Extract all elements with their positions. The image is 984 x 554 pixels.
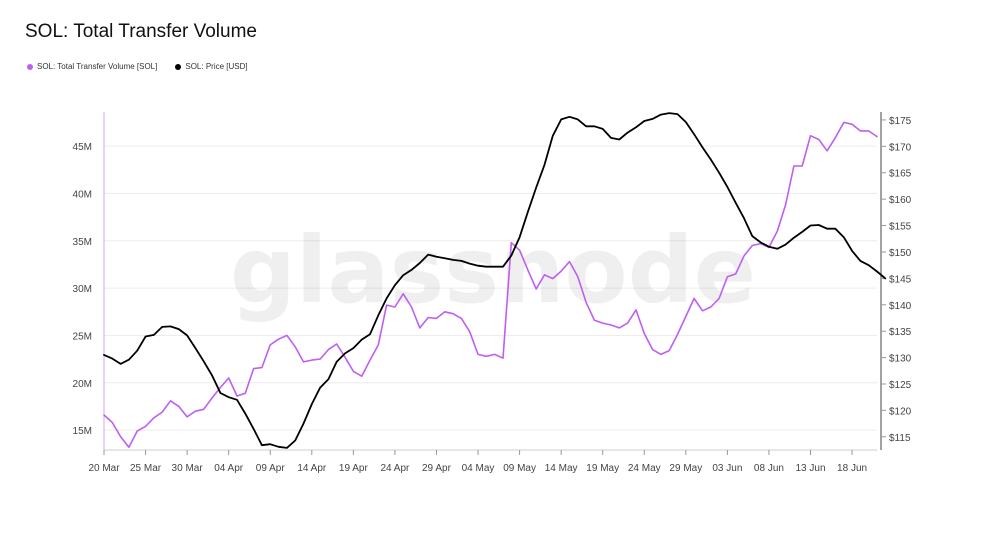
- x-tick-label: 30 Mar: [172, 463, 204, 474]
- y-right-tick-label: $145: [889, 274, 912, 285]
- x-tick-label: 19 May: [586, 463, 619, 474]
- x-tick-label: 09 Apr: [256, 463, 286, 474]
- y-right-tick-label: $175: [889, 116, 912, 127]
- y-right-tick-label: $135: [889, 327, 912, 338]
- y-right-tick-label: $150: [889, 248, 912, 259]
- x-tick-label: 14 Apr: [297, 463, 327, 474]
- series-line-price[interactable]: [103, 112, 887, 449]
- x-tick-label: 13 Jun: [795, 463, 825, 474]
- grid-lines: [104, 145, 877, 431]
- y-left-tick-label: 25M: [73, 331, 92, 342]
- y-left-tick-label: 35M: [73, 237, 92, 248]
- x-tick-label: 25 Mar: [130, 463, 162, 474]
- legend-swatch-volume: [27, 63, 33, 70]
- y-right-tick-label: $165: [889, 169, 912, 180]
- x-tick-label: 20 Mar: [88, 463, 120, 474]
- series-lines: [103, 112, 887, 449]
- x-tick-label: 19 Apr: [339, 463, 369, 474]
- y-right-tick-label: $140: [889, 301, 912, 312]
- y-left-tick-label: 45M: [73, 142, 92, 153]
- x-tick-label: 24 Apr: [380, 463, 410, 474]
- y-right-tick-label: $120: [889, 406, 912, 417]
- y-left-tick-label: 30M: [73, 284, 92, 295]
- y-left-tick-label: 40M: [73, 189, 92, 200]
- y-axis-right: $115 $120 $125 $130 $135 $140 $145 $150 $155 $160…: [881, 116, 912, 444]
- watermark: glassnode: [230, 217, 756, 324]
- y-right-tick-label: $125: [889, 380, 912, 391]
- y-left-tick-label: 15M: [73, 426, 92, 437]
- x-tick-label: 09 May: [503, 463, 536, 474]
- x-tick-label: 18 Jun: [837, 463, 867, 474]
- axes: [103, 112, 882, 451]
- legend-swatch-price: [175, 63, 182, 70]
- x-tick-label: 08 Jun: [754, 463, 784, 474]
- x-tick-label: 14 May: [545, 463, 578, 474]
- chart-title: SOL: Total Transfer Volume: [25, 21, 257, 42]
- x-tick-label: 29 May: [669, 463, 702, 474]
- y-axis-left: 15M 20M 25M 30M 35M 40M 45M: [73, 142, 92, 437]
- series-line-transfer-volume[interactable]: [103, 121, 878, 449]
- x-tick-label: 29 Apr: [422, 463, 452, 474]
- x-axis: 20 Mar 25 Mar 30 Mar 04 Apr 09 Apr 14 Apr 19 A…: [88, 450, 867, 474]
- y-right-tick-label: $130: [889, 354, 912, 365]
- y-right-tick-label: $115: [889, 433, 911, 444]
- legend-label-price: SOL: Price [USD]: [185, 62, 248, 71]
- y-right-tick-label: $155: [889, 222, 912, 233]
- x-tick-label: 24 May: [628, 463, 661, 474]
- y-left-tick-label: 20M: [73, 379, 92, 390]
- x-tick-label: 04 May: [462, 463, 495, 474]
- y-right-tick-label: $170: [889, 142, 912, 153]
- legend-item-volume[interactable]: SOL: Total Transfer Volume [SOL]: [27, 62, 157, 71]
- legend-label-volume: SOL: Total Transfer Volume [SOL]: [37, 62, 158, 71]
- legend: SOL: Total Transfer Volume [SOL] SOL: Pr…: [27, 62, 248, 71]
- y-right-tick-label: $160: [889, 195, 912, 206]
- legend-item-price[interactable]: SOL: Price [USD]: [175, 62, 248, 71]
- x-tick-label: 03 Jun: [712, 463, 742, 474]
- x-tick-label: 04 Apr: [214, 463, 244, 474]
